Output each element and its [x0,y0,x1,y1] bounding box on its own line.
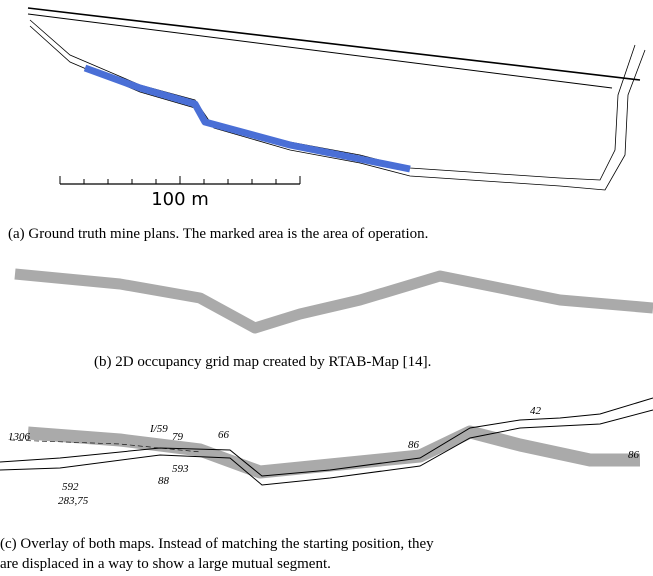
caption: (b) 2D occupancy grid map created by RTA… [94,354,431,370]
road-line [28,8,640,80]
annotation: 86 [408,439,420,451]
occupancy-map [15,274,653,328]
annotation: 88 [158,475,170,487]
scale-ticks [60,176,300,184]
annotation: 283,75 [58,495,89,507]
figure: 100 m (a) Ground truth mine plans. The m… [0,0,653,576]
scale-label: 100 m [151,189,209,210]
annotation: 593 [172,463,189,475]
panel-c [0,398,653,485]
annotation: 1306 [8,431,31,443]
caption: (c) Overlay of both maps. Instead of mat… [0,536,434,552]
annotation: 86 [628,449,640,461]
annotation: 79 [172,431,184,443]
caption: (a) Ground truth mine plans. The marked … [8,226,428,242]
annotation: 66 [218,429,230,441]
annotation: 42 [530,405,542,417]
annotation: 592 [62,481,79,493]
operation-area [85,68,410,169]
tunnel-line [30,26,645,190]
annotation: I/59 [149,423,168,435]
caption: are displaced in a way to show a large m… [0,556,331,572]
panel-a [28,8,645,190]
page: 100 m (a) Ground truth mine plans. The m… [0,0,653,576]
